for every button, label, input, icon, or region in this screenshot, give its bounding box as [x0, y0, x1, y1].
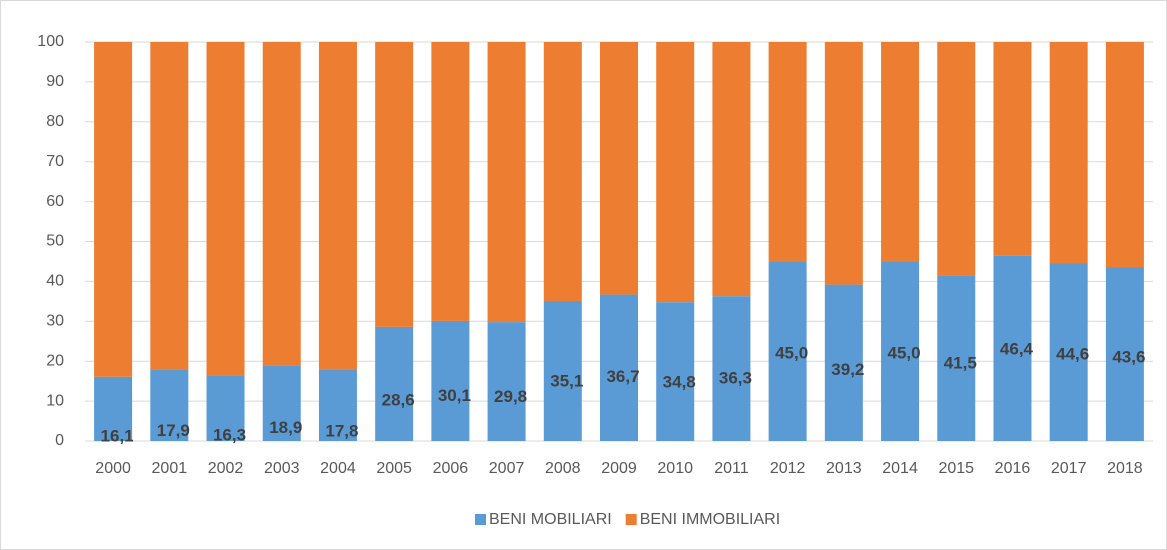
x-tick-label: 2014: [882, 460, 918, 477]
y-tick-label: 0: [55, 432, 64, 449]
bar-segment: [600, 294, 638, 441]
x-tick-label: 2008: [545, 460, 581, 477]
bar-segment: [94, 376, 133, 441]
data-label: 45,0: [775, 343, 808, 362]
y-tick-label: 90: [46, 73, 64, 90]
bar-segment: [881, 42, 920, 262]
bar-segment: [937, 275, 976, 441]
bar-segment: [375, 42, 414, 327]
bar-segment: [993, 255, 1032, 441]
bar-segment: [600, 42, 638, 295]
y-tick-label: 80: [46, 113, 64, 130]
bar-segment: [993, 42, 1032, 256]
bar-segment: [487, 42, 526, 323]
data-label: 36,7: [606, 367, 639, 386]
bar-segment: [206, 375, 245, 441]
data-label: 17,9: [157, 421, 190, 440]
bar-segment: [150, 42, 189, 370]
bar-segment: [431, 320, 470, 441]
bar-segment: [1049, 263, 1088, 441]
y-tick-label: 40: [46, 273, 64, 290]
y-tick-label: 70: [46, 153, 64, 170]
bar-segment: [824, 42, 863, 285]
data-label: 46,4: [1000, 339, 1034, 358]
x-tick-label: 2018: [1107, 460, 1143, 477]
bar-segment: [656, 42, 695, 303]
bar-segment: [543, 42, 582, 301]
data-label: 28,6: [382, 390, 415, 409]
bar-segment: [206, 42, 245, 376]
legend-swatch: [625, 514, 637, 525]
x-tick-label: 2016: [995, 460, 1031, 477]
data-label: 41,5: [944, 353, 977, 372]
data-label: 16,3: [213, 426, 246, 445]
bar-segment: [656, 302, 695, 441]
bar-segment: [712, 42, 751, 297]
x-tick-label: 2000: [95, 460, 131, 477]
x-tick-label: 2003: [264, 460, 300, 477]
bar-segment: [262, 365, 301, 441]
bar-segment: [94, 42, 133, 377]
y-tick-label: 60: [46, 193, 64, 210]
bar-segment: [318, 369, 357, 441]
x-tick-label: 2015: [938, 460, 974, 477]
bar-segment: [1105, 267, 1144, 441]
bar-segment: [937, 42, 976, 276]
data-label: 16,1: [101, 426, 134, 445]
y-tick-label: 20: [46, 352, 64, 369]
y-tick-label: 50: [46, 233, 64, 250]
bar-segment: [824, 284, 863, 441]
y-tick-label: 30: [46, 313, 64, 330]
y-tick-label: 100: [37, 33, 64, 50]
x-tick-label: 2013: [826, 460, 862, 477]
x-tick-label: 2012: [770, 460, 806, 477]
data-label: 18,9: [269, 418, 302, 437]
bar-segment: [150, 369, 189, 441]
data-label: 35,1: [550, 372, 583, 391]
data-label: 17,8: [325, 421, 358, 440]
data-label: 30,1: [438, 386, 471, 405]
bar-segment: [487, 322, 526, 441]
x-tick-label: 2017: [1051, 460, 1087, 477]
bar-segment: [881, 261, 920, 441]
legend-label: BENI IMMOBILIARI: [640, 511, 780, 528]
legend-label: BENI MOBILIARI: [489, 511, 612, 528]
data-label: 43,6: [1112, 347, 1145, 366]
bar-segment: [768, 261, 807, 441]
x-tick-label: 2005: [376, 460, 412, 477]
x-tick-label: 2004: [320, 460, 356, 477]
data-label: 29,8: [494, 387, 527, 406]
data-label: 45,0: [888, 343, 921, 362]
bar-segment: [375, 326, 414, 441]
x-tick-label: 2006: [433, 460, 469, 477]
y-tick-label: 10: [46, 392, 64, 409]
data-label: 44,6: [1056, 344, 1089, 363]
legend-swatch: [475, 514, 486, 525]
bar-segment: [768, 42, 807, 262]
bar-segment: [262, 42, 301, 366]
bar-segment: [1049, 42, 1088, 264]
x-tick-label: 2001: [152, 460, 188, 477]
x-tick-label: 2007: [489, 460, 525, 477]
x-tick-label: 2010: [657, 460, 693, 477]
bar-segment: [431, 42, 470, 321]
data-label: 36,3: [719, 368, 752, 387]
data-label: 34,8: [663, 373, 696, 392]
bar-segment: [318, 42, 357, 370]
data-label: 39,2: [831, 360, 864, 379]
bar-segment: [1105, 42, 1144, 268]
x-tick-label: 2009: [601, 460, 637, 477]
x-tick-label: 2002: [208, 460, 244, 477]
bar-segment: [712, 296, 751, 441]
bar-segment: [543, 300, 582, 441]
x-tick-label: 2011: [714, 460, 749, 477]
